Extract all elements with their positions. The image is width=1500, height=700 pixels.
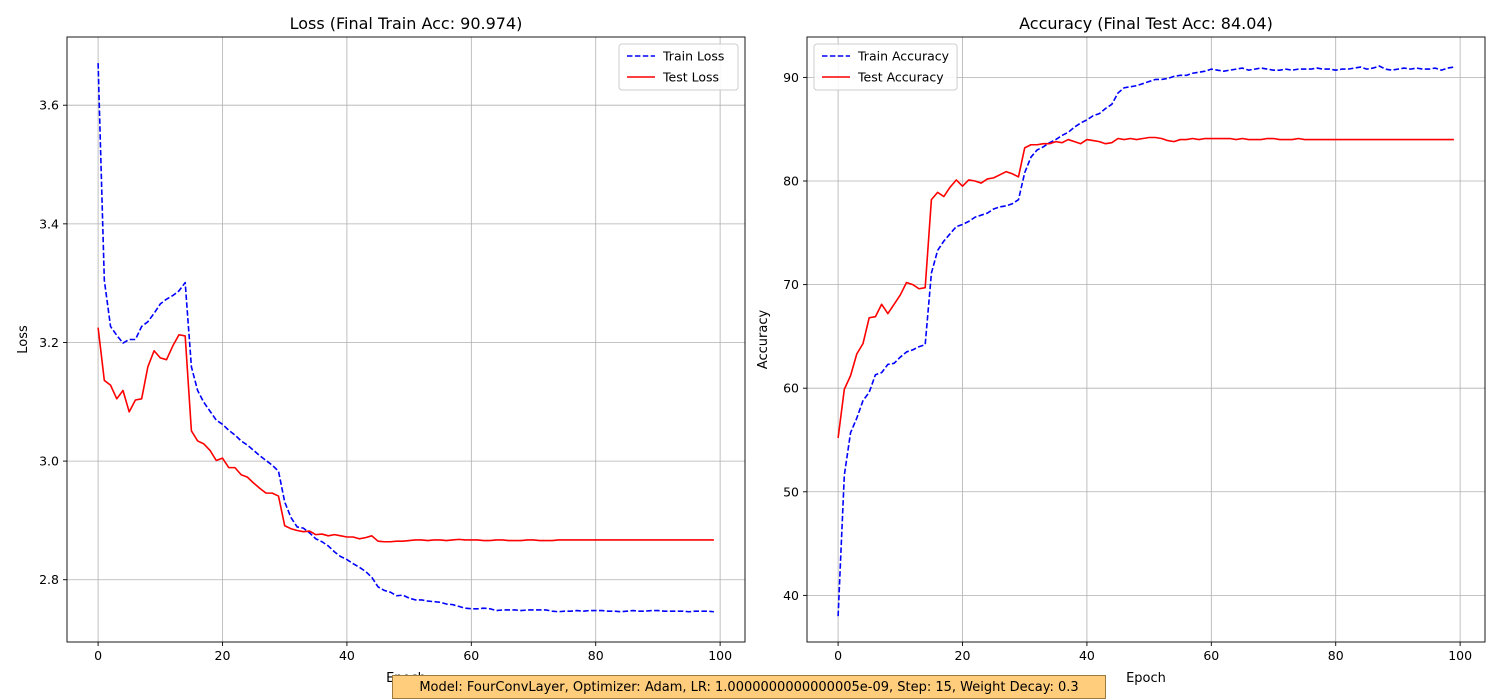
y-tick-label: 40 [783, 588, 799, 603]
x-tick-label: 0 [94, 648, 102, 663]
footer-caption: Model: FourConvLayer, Optimizer: Adam, L… [392, 675, 1106, 699]
y-tick-label: 60 [783, 381, 799, 396]
y-tick-label: 3.6 [39, 98, 59, 113]
y-tick-label: 90 [783, 70, 799, 85]
x-tick-label: 60 [1203, 648, 1219, 663]
chart-1: 0 20 40 60 80 100 2.8 3.0 3.2 3.4 3.6 Loss (Final T… [16, 14, 746, 686]
series-line-train-accuracy [837, 65, 1455, 617]
axes-frame [66, 36, 746, 643]
x-tick-label: 100 [708, 648, 732, 663]
chart-2: 0 20 40 60 80 100 40 50 60 70 80 90 Accuracy (Final … [756, 14, 1486, 686]
y-tick-label: 70 [783, 277, 799, 292]
y-axis-label: Loss [16, 325, 31, 354]
x-tick-label: 40 [339, 648, 355, 663]
legend-label: Test Accuracy [857, 70, 944, 85]
x-tick-label: 80 [1328, 648, 1344, 663]
axes-frame [806, 36, 1486, 643]
series-line-test-accuracy [837, 136, 1454, 439]
x-tick-label: 60 [463, 648, 479, 663]
series-line-train-loss [97, 63, 714, 613]
legend-label: Train Accuracy [857, 49, 950, 64]
y-tick-label: 80 [783, 173, 799, 188]
legend-label: Test Loss [662, 70, 719, 85]
x-axis-label: Epoch [1126, 671, 1166, 686]
legend-label: Train Loss [662, 49, 724, 64]
legend: Train Loss Test Loss [618, 43, 739, 91]
y-axis-label: Accuracy [756, 310, 771, 370]
x-tick-label: 0 [834, 648, 842, 663]
chart-title: Loss (Final Train Acc: 90.974) [290, 14, 523, 33]
y-tick-label: 3.2 [39, 335, 59, 350]
x-tick-label: 40 [1079, 648, 1095, 663]
x-tick-label: 20 [215, 648, 231, 663]
chart-title: Accuracy (Final Test Acc: 84.04) [1019, 14, 1273, 33]
legend: Train Accuracy Test Accuracy [813, 43, 958, 91]
series-line-test-loss [97, 327, 714, 543]
legend-box [618, 43, 739, 91]
x-tick-label: 100 [1448, 648, 1472, 663]
x-tick-label: 80 [588, 648, 604, 663]
x-tick-label: 20 [955, 648, 971, 663]
y-tick-label: 50 [783, 484, 799, 499]
y-tick-label: 2.8 [39, 572, 59, 587]
y-tick-label: 3.0 [39, 454, 59, 469]
footer-text: Model: FourConvLayer, Optimizer: Adam, L… [419, 679, 1079, 695]
y-tick-label: 3.4 [39, 216, 59, 231]
